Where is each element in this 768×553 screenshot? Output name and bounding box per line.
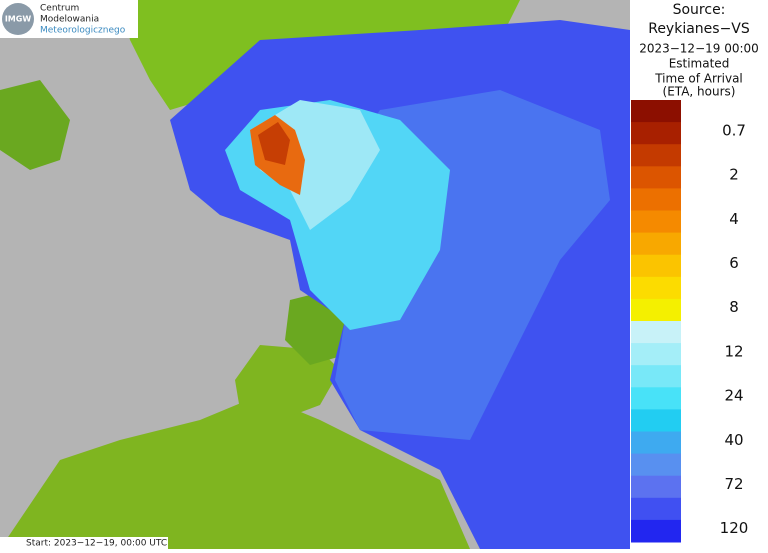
legend-swatch xyxy=(631,166,681,189)
legend-swatch xyxy=(631,254,681,278)
legend-swatch xyxy=(631,100,681,123)
legend-swatch xyxy=(631,321,681,344)
header-line: Estimated xyxy=(669,57,730,71)
header-line: Reykianes−VS xyxy=(648,21,750,37)
header-line: Source: xyxy=(673,2,726,18)
legend-swatch xyxy=(631,298,681,322)
footer-text: Start: 2023−12−19, 00:00 UTC xyxy=(26,539,167,549)
map xyxy=(0,0,630,549)
legend-swatch xyxy=(631,122,681,145)
legend-label: 120 xyxy=(720,519,749,537)
legend-swatch xyxy=(631,188,681,211)
legend-swatch xyxy=(631,232,681,256)
legend-label: 12 xyxy=(724,342,743,360)
legend-label: 72 xyxy=(724,475,743,493)
legend-swatch xyxy=(631,343,681,366)
legend-swatch xyxy=(631,475,681,499)
legend-swatch xyxy=(631,276,681,300)
header-line: (ETA, hours) xyxy=(663,85,736,99)
legend-swatch xyxy=(631,409,681,432)
legend-swatch xyxy=(631,497,681,521)
legend-swatch xyxy=(631,365,681,388)
legend-label: 0.7 xyxy=(722,121,746,139)
legend-swatch xyxy=(631,144,681,167)
logo: IMGW Centrum Modelowania Meteorologiczne… xyxy=(0,0,138,38)
legend-swatch xyxy=(631,210,681,234)
legend-label: 40 xyxy=(724,431,743,449)
logo-badge: IMGW xyxy=(5,15,32,24)
legend-swatch xyxy=(631,431,681,455)
logo-line: Modelowania xyxy=(40,15,99,25)
header-line: Time of Arrival xyxy=(654,72,743,86)
legend-label: 6 xyxy=(729,254,739,272)
legend-label: 2 xyxy=(729,166,739,184)
legend-swatch xyxy=(631,453,681,477)
footer: Start: 2023−12−19, 00:00 UTC xyxy=(0,537,168,549)
legend-label: 8 xyxy=(729,298,739,316)
legend-swatch xyxy=(631,519,681,543)
legend-label: 24 xyxy=(724,387,743,405)
logo-line: Meteorologicznego xyxy=(40,26,126,36)
legend-swatch xyxy=(631,387,681,410)
legend-label: 4 xyxy=(729,210,739,228)
header-line: 2023−12−19 00:00 xyxy=(639,42,759,56)
logo-line: Centrum xyxy=(40,4,79,14)
